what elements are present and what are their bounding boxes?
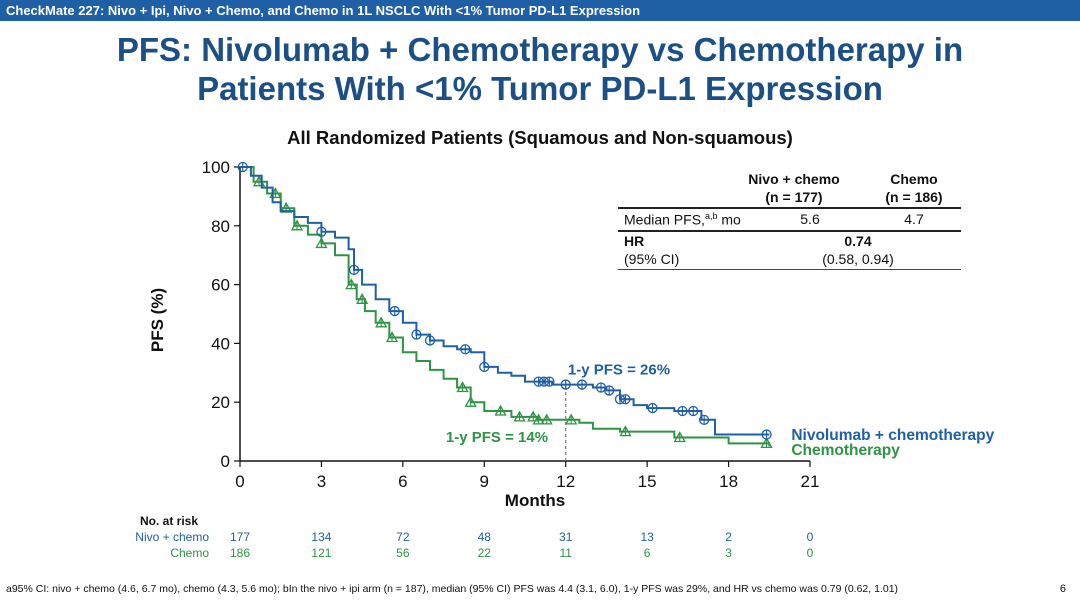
x-tick-label: 9 bbox=[480, 472, 489, 491]
risk-value-nivo-chemo: 2 bbox=[725, 530, 732, 544]
km-curve-chemo bbox=[240, 166, 771, 447]
x-axis-label: Months bbox=[505, 491, 565, 510]
page-title: PFS: Nivolumab + Chemotherapy vs Chemoth… bbox=[0, 30, 1080, 108]
hr-value: 0.74 bbox=[844, 233, 872, 249]
risk-value-nivo-chemo: 13 bbox=[640, 530, 654, 544]
risk-value-nivo-chemo: 48 bbox=[477, 530, 491, 544]
y-tick-label: 100 bbox=[202, 158, 230, 177]
table-col-nivo-chemo-n: (n = 177) bbox=[765, 189, 823, 205]
table-rule-top bbox=[618, 207, 961, 209]
risk-value-nivo-chemo: 0 bbox=[806, 530, 814, 544]
table-col-nivo-chemo-name: Nivo + chemo bbox=[748, 171, 840, 187]
x-tick-label: 18 bbox=[719, 472, 738, 491]
slide-banner: CheckMate 227: Nivo + Ipi, Nivo + Chemo,… bbox=[0, 0, 1080, 21]
x-tick-label: 12 bbox=[556, 472, 575, 491]
risk-row-label-nivo-chemo: Nivo + chemo bbox=[135, 530, 209, 544]
risk-value-chemo: 186 bbox=[229, 546, 251, 560]
risk-table-title: No. at risk bbox=[140, 514, 199, 528]
median-pfs-nivo-chemo: 5.6 bbox=[800, 211, 820, 227]
risk-value-nivo-chemo: 134 bbox=[311, 530, 332, 544]
ci-label: (95% CI) bbox=[624, 251, 680, 267]
page-title-line-1: PFS: Nivolumab + Chemotherapy vs Chemoth… bbox=[116, 31, 964, 68]
risk-value-nivo-chemo: 72 bbox=[396, 530, 410, 544]
table-rule-middle bbox=[618, 230, 961, 232]
x-tick-label: 6 bbox=[398, 472, 407, 491]
risk-value-chemo: 121 bbox=[311, 546, 332, 560]
risk-value-chemo: 11 bbox=[559, 546, 572, 560]
table-col-chemo-name: Chemo bbox=[890, 171, 938, 187]
table-col-chemo-n: (n = 186) bbox=[885, 189, 943, 205]
legend-label-chemo: Chemotherapy bbox=[791, 442, 900, 459]
risk-value-chemo: 3 bbox=[725, 546, 732, 560]
median-pfs-footnote-ref: a,b bbox=[704, 211, 718, 221]
table-row-median-label: Median PFS,a,b mo bbox=[624, 211, 741, 228]
x-tick-label: 15 bbox=[638, 472, 657, 491]
median-pfs-unit: mo bbox=[717, 211, 741, 228]
x-tick-label: 3 bbox=[317, 472, 326, 491]
risk-value-chemo: 6 bbox=[643, 546, 651, 560]
risk-value-chemo: 56 bbox=[396, 546, 410, 560]
y-tick-label: 40 bbox=[211, 334, 230, 353]
table-rule-bottom bbox=[618, 269, 961, 270]
x-tick-label: 21 bbox=[801, 472, 820, 491]
risk-row-label-chemo: Chemo bbox=[170, 546, 209, 560]
annotation-1y-pfs-chemo: 1-y PFS = 14% bbox=[446, 429, 548, 446]
risk-value-chemo: 0 bbox=[806, 546, 814, 560]
risk-value-chemo: 22 bbox=[477, 546, 491, 560]
annotation-1y-pfs-nivo-chemo: 1-y PFS = 26% bbox=[568, 361, 670, 378]
median-pfs-chemo: 4.7 bbox=[904, 211, 924, 227]
x-tick-label: 0 bbox=[235, 472, 244, 491]
legend-label-nivo-chemo: Nivolumab + chemotherapy bbox=[791, 427, 994, 444]
y-tick-label: 20 bbox=[211, 393, 230, 412]
risk-value-nivo-chemo: 177 bbox=[229, 530, 251, 544]
y-tick-label: 60 bbox=[211, 276, 230, 295]
y-tick-label: 80 bbox=[211, 217, 230, 236]
chart-title: All Randomized Patients (Squamous and No… bbox=[287, 127, 793, 148]
footnote: a95% CI: nivo + chemo (4.6, 6.7 mo), che… bbox=[6, 583, 899, 595]
risk-value-nivo-chemo: 31 bbox=[559, 530, 573, 544]
hr-label: HR bbox=[624, 233, 645, 249]
page-title-line-2: Patients With <1% Tumor PD-L1 Expression bbox=[197, 70, 883, 107]
median-pfs-text: Median PFS, bbox=[624, 211, 705, 228]
ci-value: (0.58, 0.94) bbox=[822, 251, 894, 267]
page-number: 6 bbox=[1059, 583, 1066, 595]
y-tick-label: 0 bbox=[221, 452, 230, 471]
